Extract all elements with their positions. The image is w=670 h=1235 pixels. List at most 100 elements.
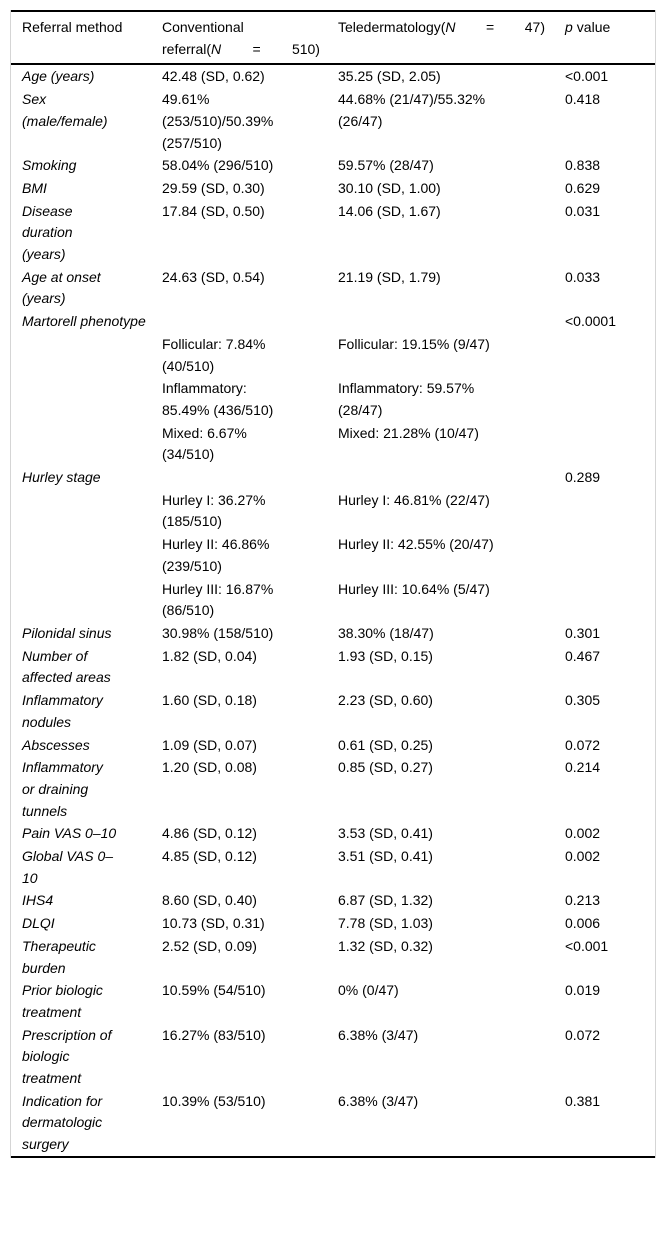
teledermatology-value: 38.30% (18/⁠47) xyxy=(338,624,434,641)
teledermatology-value: 3.51 (SD, 0.41) xyxy=(338,848,433,865)
teledermatology-value: 6.87 (SD, 1.32) xyxy=(338,892,433,909)
table-row: Inflammatory or draining tunnels 1.20 (S… xyxy=(11,756,655,822)
table-row: Prior biologic treatment 10.59% (54/⁠510… xyxy=(11,979,655,1023)
table-row: Disease duration (years) 17.84 (SD, 0.50… xyxy=(11,200,655,266)
table-row: Hurley stage 0.289 xyxy=(11,466,655,489)
header-teledermatology-count: 47) xyxy=(524,19,545,35)
conventional-value: 16.27% (83/⁠510) xyxy=(162,1026,266,1043)
table-row: Number of affected areas 1.82 (SD, 0.04)… xyxy=(11,645,655,689)
header-referral-method: Referral method xyxy=(11,11,162,66)
header-teledermatology: Teledermatology(N = 47) xyxy=(338,11,565,66)
table-row: Hurley II: 46.86% (239/⁠510) Hurley II: … xyxy=(11,533,655,577)
conventional-value xyxy=(162,466,338,489)
row-label: Pain VAS 0–10 xyxy=(22,825,117,842)
teledermatology-value: 21.19 (SD, 1.79) xyxy=(338,268,441,285)
header-conventional-equals: = xyxy=(252,40,261,57)
table-row: Sex (male/female) 49.61% (253/⁠510)/⁠50.… xyxy=(11,88,655,154)
table-row: Inflammatory nodules 1.60 (SD, 0.18) 2.2… xyxy=(11,689,655,733)
teledermatology-value: 44.68% (21/⁠47)/⁠55.32% (26/⁠47) xyxy=(338,91,486,129)
p-value: 0.305 xyxy=(565,692,601,709)
row-label: Therapeutic burden xyxy=(22,937,96,976)
row-label xyxy=(11,533,162,577)
teledermatology-value: 6.38% (3/⁠47) xyxy=(338,1026,419,1043)
conventional-value: 1.60 (SD, 0.18) xyxy=(162,692,257,709)
teledermatology-value: Follicular: 19.15% (9/⁠47) xyxy=(338,335,490,352)
header-teledermatology-equals: = xyxy=(486,19,495,35)
row-label: Inflammatory nodules xyxy=(22,692,103,730)
row-label: Abscesses xyxy=(22,736,90,753)
conventional-value: 24.63 (SD, 0.54) xyxy=(162,268,265,285)
table-row: Prescription of biologic treatment 16.27… xyxy=(11,1024,655,1090)
conventional-value: 4.86 (SD, 0.12) xyxy=(162,825,257,842)
row-label: Hurley stage xyxy=(22,469,101,486)
table-row: Age (years) 42.48 (SD, 0.62) 35.25 (SD, … xyxy=(11,64,655,88)
table-row: Follicular: 7.84% (40/⁠510) Follicular: … xyxy=(11,333,655,377)
conventional-value: 1.09 (SD, 0.07) xyxy=(162,736,257,753)
p-value: 0.031 xyxy=(565,202,601,219)
row-label xyxy=(11,377,162,421)
teledermatology-value: 1.32 (SD, 0.32) xyxy=(338,937,433,954)
conventional-value: 17.84 (SD, 0.50) xyxy=(162,202,265,219)
p-value: 0.072 xyxy=(565,1026,601,1043)
teledermatology-value: 3.53 (SD, 0.41) xyxy=(338,825,433,842)
p-value: <0.0001 xyxy=(565,313,616,330)
p-value: 0.019 xyxy=(565,982,601,999)
table-row: Smoking 58.04% (296/⁠510) 59.57% (28/⁠47… xyxy=(11,154,655,177)
teledermatology-value: 6.38% (3/⁠47) xyxy=(338,1092,419,1109)
table-row: Martorell phenotype <0.0001 xyxy=(11,310,655,333)
row-label xyxy=(11,333,162,377)
conventional-value xyxy=(162,310,338,333)
row-label: Number of affected areas xyxy=(22,647,111,686)
table-row: Mixed: 6.67% (34/⁠510) Mixed: 21.28% (10… xyxy=(11,422,655,466)
table-row: Hurley III: 16.87% (86/⁠510) Hurley III:… xyxy=(11,578,655,622)
conventional-value: Hurley III: 16.87% (86/⁠510) xyxy=(162,580,274,619)
header-p-value-label: value xyxy=(576,19,611,35)
table-row: Pain VAS 0–10 4.86 (SD, 0.12) 3.53 (SD, … xyxy=(11,822,655,845)
row-label xyxy=(11,489,162,533)
p-value xyxy=(565,578,655,622)
row-label xyxy=(11,578,162,622)
p-value xyxy=(565,489,655,533)
row-label: Global VAS 0–10 xyxy=(22,848,114,886)
row-label: DLQI xyxy=(22,915,55,932)
table-row: IHS4 8.60 (SD, 0.40) 6.87 (SD, 1.32) 0.2… xyxy=(11,889,655,912)
conventional-value: 29.59 (SD, 0.30) xyxy=(162,179,265,196)
p-value: 0.838 xyxy=(565,157,601,174)
p-value xyxy=(565,377,655,421)
header-p-value: p value xyxy=(565,11,655,66)
table-body: Age (years) 42.48 (SD, 0.62) 35.25 (SD, … xyxy=(11,64,655,1156)
conventional-value: Hurley II: 46.86% (239/⁠510) xyxy=(162,536,270,574)
row-label: Disease duration (years) xyxy=(22,202,73,263)
p-value xyxy=(565,422,655,466)
conventional-value: 2.52 (SD, 0.09) xyxy=(162,937,257,954)
teledermatology-value: Mixed: 21.28% (10/⁠47) xyxy=(338,424,479,441)
teledermatology-value: 0.85 (SD, 0.27) xyxy=(338,759,433,776)
p-value: 0.418 xyxy=(565,91,601,108)
teledermatology-value: 14.06 (SD, 1.67) xyxy=(338,202,441,219)
header-row: Referral method Conventional referral(N … xyxy=(11,11,655,66)
row-label: Pilonidal sinus xyxy=(22,624,112,641)
row-label: Age at onset (years) xyxy=(22,268,101,307)
p-value: <0.001 xyxy=(565,68,609,85)
row-label: IHS4 xyxy=(22,892,54,909)
header-referral-method-label: Referral method xyxy=(22,19,123,35)
p-value: 0.289 xyxy=(565,469,601,486)
conventional-value: 4.85 (SD, 0.12) xyxy=(162,848,257,865)
p-value: 0.381 xyxy=(565,1092,601,1109)
p-value: 0.072 xyxy=(565,736,601,753)
conventional-value: Follicular: 7.84% (40/⁠510) xyxy=(162,335,266,374)
teledermatology-value: 59.57% (28/⁠47) xyxy=(338,157,434,174)
row-label: Age (years) xyxy=(22,68,95,85)
p-value xyxy=(565,333,655,377)
header-p-symbol: p xyxy=(565,19,573,35)
header-teledermatology-n-symbol: N xyxy=(445,19,456,35)
p-value: <0.001 xyxy=(565,937,609,954)
row-label xyxy=(11,422,162,466)
table-row: Hurley I: 36.27% (185/⁠510) Hurley I: 46… xyxy=(11,489,655,533)
table-row: Therapeutic burden 2.52 (SD, 0.09) 1.32 … xyxy=(11,935,655,979)
p-value: 0.213 xyxy=(565,892,601,909)
teledermatology-value: Hurley III: 10.64% (5/⁠47) xyxy=(338,580,490,597)
teledermatology-value: 0.61 (SD, 0.25) xyxy=(338,736,433,753)
conventional-value: 8.60 (SD, 0.40) xyxy=(162,892,257,909)
row-label: Prescription of biologic treatment xyxy=(22,1026,112,1087)
